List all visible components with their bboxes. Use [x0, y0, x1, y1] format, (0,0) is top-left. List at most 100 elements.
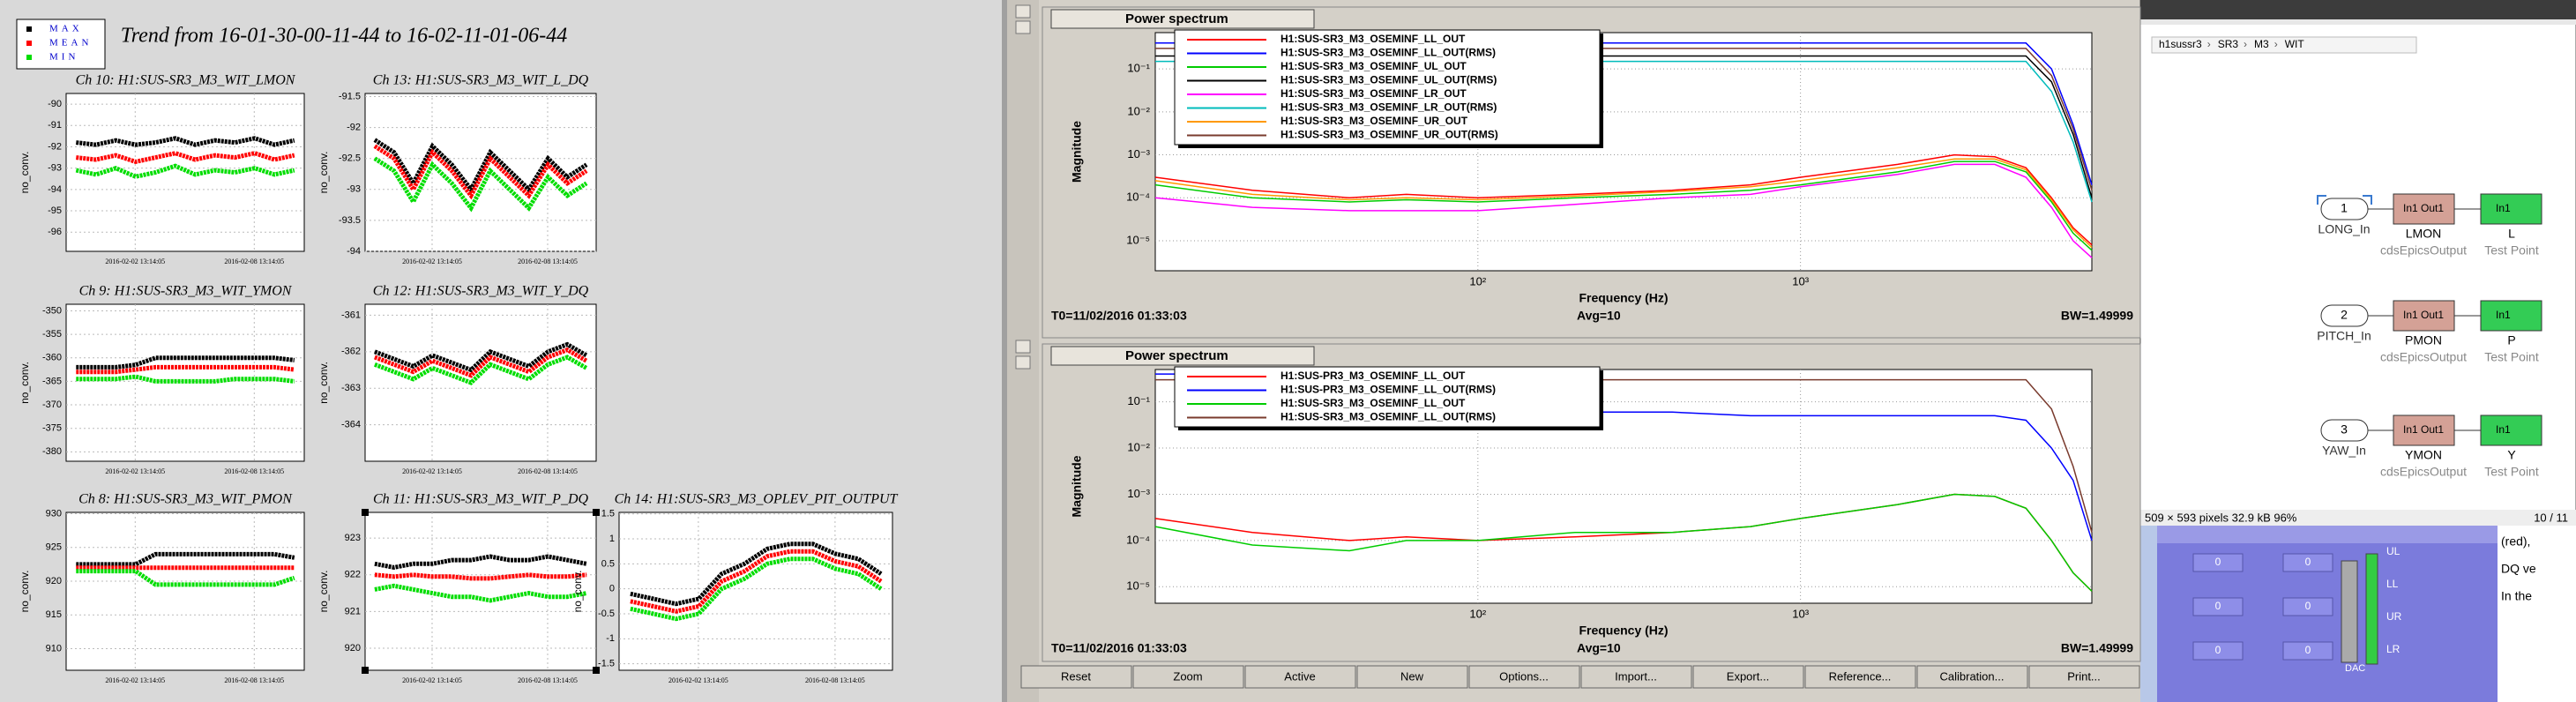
inport-name: PITCH_In: [2317, 329, 2371, 343]
trend-trace: [75, 163, 295, 179]
channel-label: LR: [2386, 643, 2401, 655]
trend-trace: [76, 551, 295, 567]
trend-trace: [373, 144, 588, 200]
button[interactable]: [1580, 665, 1692, 689]
arrow-button[interactable]: [1015, 20, 1031, 34]
doc-text: In the: [2501, 589, 2532, 603]
medm-header: [2157, 526, 2498, 543]
x-tick-label: 2016-02-08 13:14:05: [518, 467, 578, 475]
y-tick-label: 1: [609, 534, 615, 544]
plot-area: [65, 512, 305, 671]
x-tick-label: 2016-02-02 13:14:05: [105, 258, 165, 265]
doc-text: (red),: [2501, 534, 2530, 549]
button-label[interactable]: Print...: [2067, 669, 2101, 683]
trend-trace: [374, 572, 587, 581]
output-type: Test Point: [2484, 350, 2539, 364]
block-ports: In1 Out1: [2403, 423, 2444, 436]
button[interactable]: [1804, 665, 1916, 689]
button-label[interactable]: Export...: [1727, 669, 1769, 683]
legend-marker: [26, 26, 32, 32]
legend-box: [1174, 29, 1601, 146]
y-tick-label: 10⁻⁴: [1126, 190, 1150, 204]
button[interactable]: [1356, 665, 1468, 689]
button[interactable]: [1020, 665, 1132, 689]
block-ports: In1 Out1: [2403, 309, 2444, 321]
button-label[interactable]: New: [1400, 669, 1424, 683]
legend-label: H1:SUS-SR3_M3_OSEMINF_LR_OUT: [1281, 87, 1467, 100]
arrow-button[interactable]: [1015, 4, 1031, 19]
breadcrumb-item[interactable]: SR3: [2218, 38, 2239, 50]
y-tick-label: 10⁻¹: [1127, 394, 1150, 407]
arrow-button[interactable]: [1015, 340, 1031, 354]
arrow-button[interactable]: [1015, 355, 1031, 370]
selection-handle[interactable]: [593, 667, 600, 674]
selection-handle[interactable]: [593, 509, 600, 516]
x-tick-label: 10³: [1792, 274, 1809, 288]
testpoint-block: [2480, 414, 2542, 446]
value: 0: [2215, 644, 2221, 656]
panel-title: Power spectrum: [1125, 11, 1228, 26]
button[interactable]: [1244, 665, 1356, 689]
inport-name: LONG_In: [2318, 222, 2370, 236]
y-axis-label: no_conv.: [19, 362, 31, 404]
x-tick-label: 2016-02-02 13:14:05: [105, 467, 165, 475]
breadcrumb-item[interactable]: h1sussr3: [2159, 38, 2202, 50]
testpoint-block: [2480, 193, 2542, 225]
footer-avg: Avg=10: [1577, 641, 1621, 655]
trend-trace: [630, 549, 883, 614]
plot-title: Ch 8: H1:SUS-SR3_M3_WIT_PMON: [78, 492, 293, 507]
block-name: YMON: [2405, 448, 2442, 462]
epics-block: [2393, 300, 2455, 332]
y-tick-label: 0: [609, 584, 615, 594]
y-tick-label: -0.5: [598, 609, 615, 619]
y-axis-label: no_conv.: [317, 152, 330, 194]
inport-number: 2: [2341, 308, 2348, 322]
y-tick-label: -94: [48, 184, 62, 195]
button-label[interactable]: Reference...: [1829, 669, 1892, 683]
button-label[interactable]: Options...: [1499, 669, 1549, 683]
y-tick-label: 920: [345, 643, 361, 653]
x-tick-label: 2016-02-08 13:14:05: [224, 467, 284, 475]
selection-handle[interactable]: [362, 667, 369, 674]
output-name: P: [2507, 333, 2515, 347]
button-label[interactable]: Import...: [1615, 669, 1657, 683]
x-tick-label: 2016-02-02 13:14:05: [105, 676, 165, 684]
value: 0: [2215, 556, 2221, 568]
output-name: Y: [2507, 448, 2516, 462]
viewer-statusbar: [2140, 510, 2576, 526]
button[interactable]: [1916, 665, 2028, 689]
y-tick-label: 920: [46, 576, 62, 586]
selection-handle[interactable]: [362, 509, 369, 516]
output-name: L: [2508, 227, 2515, 241]
trend-trace: [630, 556, 883, 622]
dac-label: DAC: [2345, 663, 2365, 674]
button[interactable]: [1692, 665, 1804, 689]
plot-title: Ch 10: H1:SUS-SR3_M3_WIT_LMON: [76, 73, 296, 88]
y-tick-label: -93: [48, 163, 62, 174]
footer-bw: BW=1.49999: [2061, 309, 2133, 323]
spectrum-trace: [1154, 161, 2093, 251]
y-tick-label: -91: [48, 120, 62, 131]
button-label[interactable]: Calibration...: [1940, 669, 2005, 683]
button[interactable]: [2028, 665, 2140, 689]
x-tick-label: 2016-02-02 13:14:05: [402, 467, 462, 475]
y-tick-label: -380: [42, 446, 62, 457]
y-tick-label: -363: [341, 383, 361, 393]
block-type: cdsEpicsOutput: [2380, 243, 2467, 258]
y-tick-label: 910: [46, 643, 62, 653]
plot-title: Ch 9: H1:SUS-SR3_M3_WIT_YMON: [79, 284, 293, 299]
breadcrumb-item[interactable]: WIT: [2285, 38, 2305, 50]
button-label[interactable]: Reset: [1061, 669, 1091, 683]
button[interactable]: [1132, 665, 1244, 689]
breadcrumb-item[interactable]: M3: [2254, 38, 2269, 50]
legend-label: H1:SUS-SR3_M3_OSEMINF_UL_OUT: [1281, 60, 1467, 72]
button-label[interactable]: Active: [1284, 669, 1315, 683]
x-tick-label: 10²: [1469, 274, 1486, 288]
button[interactable]: [1468, 665, 1580, 689]
footer-t0: T0=11/02/2016 01:33:03: [1051, 309, 1187, 323]
y-tick-label: -355: [42, 329, 62, 340]
breadcrumb-separator: ›: [2274, 38, 2278, 50]
spectrum-trace: [1154, 163, 2093, 258]
button-label[interactable]: Zoom: [1173, 669, 1202, 683]
legend-marker: [26, 41, 32, 46]
